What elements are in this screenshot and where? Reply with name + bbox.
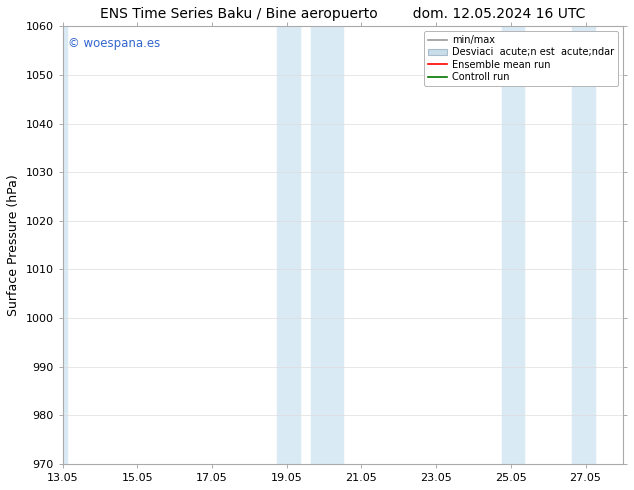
Y-axis label: Surface Pressure (hPa): Surface Pressure (hPa) (7, 174, 20, 316)
Legend: min/max, Desviaci  acute;n est  acute;ndar, Ensemble mean run, Controll run: min/max, Desviaci acute;n est acute;ndar… (424, 31, 618, 86)
Text: © woespana.es: © woespana.es (68, 37, 160, 50)
Bar (278, 26, 300, 464)
Bar (311, 26, 343, 464)
Bar (501, 26, 524, 464)
Bar (573, 26, 595, 464)
Bar (62, 26, 67, 464)
Title: ENS Time Series Baku / Bine aeropuerto        dom. 12.05.2024 16 UTC: ENS Time Series Baku / Bine aeropuerto d… (100, 7, 585, 21)
